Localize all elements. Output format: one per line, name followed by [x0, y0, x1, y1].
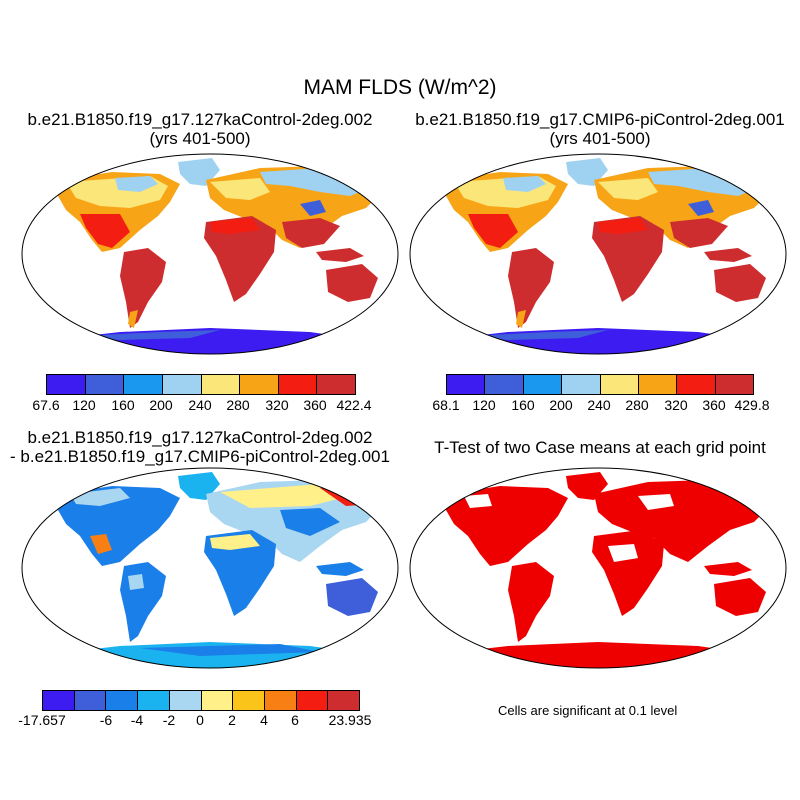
panel2-map: [409, 153, 787, 355]
panel3-colorbar-swatch: [138, 691, 170, 710]
panel3-colorbar-swatch: [74, 691, 107, 710]
panel2-colorbar-swatch: [447, 375, 486, 394]
panel1-colorbar-swatch: [317, 375, 355, 394]
panel3-map: [21, 467, 399, 669]
colorbar-tick-label: 0: [196, 712, 204, 728]
greenland-significant: [566, 472, 608, 500]
maritime-continent-significant: [704, 562, 752, 576]
colorbar-tick-label: 240: [188, 397, 212, 413]
maritime-continent-land: [316, 248, 364, 262]
colorbar-tick-label: 422.4: [336, 397, 372, 413]
africa-land: [204, 530, 276, 616]
panel1-colorbar-swatch: [124, 375, 163, 394]
colorbar-tick-label: -4: [130, 712, 144, 728]
south-america-land: [508, 248, 554, 328]
panel1-colorbar-swatch: [240, 375, 279, 394]
colorbar-tick-label: 280: [625, 397, 649, 413]
colorbar-tick-label: 2: [228, 712, 236, 728]
panel1-title-line2: (yrs 401-500): [149, 129, 251, 148]
panel1-colorbar-swatch: [201, 375, 241, 394]
greenland-land: [178, 158, 220, 186]
panel3-colorbar-swatch: [169, 691, 202, 710]
colorbar-tick-label: -2: [162, 712, 176, 728]
colorbar-tick-label: 320: [664, 397, 688, 413]
panel4-title: T-Test of two Case means at each grid po…: [434, 438, 766, 457]
north-america-land: [58, 486, 180, 566]
colorbar-tick-label: 4: [260, 712, 268, 728]
colorbar-tick-label: 280: [226, 397, 250, 413]
panel1-colorbar-swatch: [278, 375, 318, 394]
panel4-map: [409, 467, 787, 669]
panel3-colorbar: [42, 690, 360, 711]
panel3-colorbar-swatch: [233, 691, 265, 710]
colorbar-tick-label: -6: [99, 712, 113, 728]
panel1-colorbar-swatch: [162, 375, 202, 394]
panel2-colorbar-swatch: [600, 375, 639, 394]
colorbar-tick-label: 6: [291, 712, 299, 728]
colorbar-tick-label: 160: [111, 397, 135, 413]
australia-land: [326, 264, 378, 302]
colorbar-tick-label: 67.6: [32, 397, 60, 413]
africa-significant: [592, 530, 664, 616]
panel2-colorbar-swatch: [485, 375, 524, 394]
colorbar-tick-label: -17.657: [18, 712, 66, 728]
panel2-colorbar: [446, 374, 754, 395]
colorbar-tick-label: 360: [303, 397, 327, 413]
maritime-continent-land: [704, 248, 752, 262]
colorbar-tick-label: 23.935: [328, 712, 372, 728]
africa-land: [204, 216, 276, 302]
panel2-colorbar-swatch: [562, 375, 601, 394]
panel1-title-line1: b.e21.B1850.f19_g17.127kaControl-2deg.00…: [27, 110, 373, 129]
panel3-colorbar-swatch: [43, 691, 75, 710]
australia-significant: [714, 578, 766, 616]
colorbar-tick-label: 429.8: [734, 397, 770, 413]
panel2-colorbar-swatch: [638, 375, 678, 394]
antarctica-significant: [410, 642, 786, 668]
colorbar-tick-label: 360: [702, 397, 726, 413]
south-america-significant: [508, 562, 554, 642]
africa-land: [592, 216, 664, 302]
colorbar-tick-label: 240: [587, 397, 611, 413]
greenland-land: [178, 472, 220, 500]
panel2-title-line1: b.e21.B1850.f19_g17.CMIP6-piControl-2deg…: [415, 110, 785, 129]
colorbar-tick-label: 200: [549, 397, 573, 413]
panel3-title-line1: b.e21.B1850.f19_g17.127kaControl-2deg.00…: [27, 428, 373, 447]
colorbar-tick-label: 160: [511, 397, 535, 413]
south-america-land: [120, 248, 166, 328]
panel3-colorbar-swatch: [328, 691, 360, 710]
panel1-map: [21, 153, 399, 355]
colorbar-tick-label: 120: [472, 397, 496, 413]
panel3-title-line2: - b.e21.B1850.f19_g17.CMIP6-piControl-2d…: [10, 447, 390, 466]
greenland-land: [566, 158, 608, 186]
australia-land: [326, 578, 378, 616]
colorbar-tick-label: 200: [149, 397, 173, 413]
figure-title: MAM FLDS (W/m^2): [303, 76, 497, 99]
panel3-colorbar-swatch: [106, 691, 139, 710]
panel2-colorbar-swatch: [677, 375, 716, 394]
panel3-colorbar-swatch: [296, 691, 329, 710]
panel1-colorbar: [46, 374, 356, 395]
panel2-colorbar-swatch: [715, 375, 753, 394]
panel2-title-line2: (yrs 401-500): [549, 129, 651, 148]
significance-note: Cells are significant at 0.1 level: [498, 703, 678, 718]
colorbar-tick-label: 320: [265, 397, 289, 413]
colorbar-tick-label: 120: [72, 397, 96, 413]
panel1-colorbar-swatch: [47, 375, 86, 394]
australia-land: [714, 264, 766, 302]
panel3-colorbar-swatch: [201, 691, 234, 710]
eurasia-significant: [594, 480, 770, 562]
panel1-colorbar-swatch: [85, 375, 125, 394]
colorbar-tick-label: 68.1: [432, 397, 460, 413]
panel2-colorbar-swatch: [523, 375, 563, 394]
panel3-colorbar-swatch: [264, 691, 297, 710]
maritime-continent-land: [316, 562, 364, 576]
